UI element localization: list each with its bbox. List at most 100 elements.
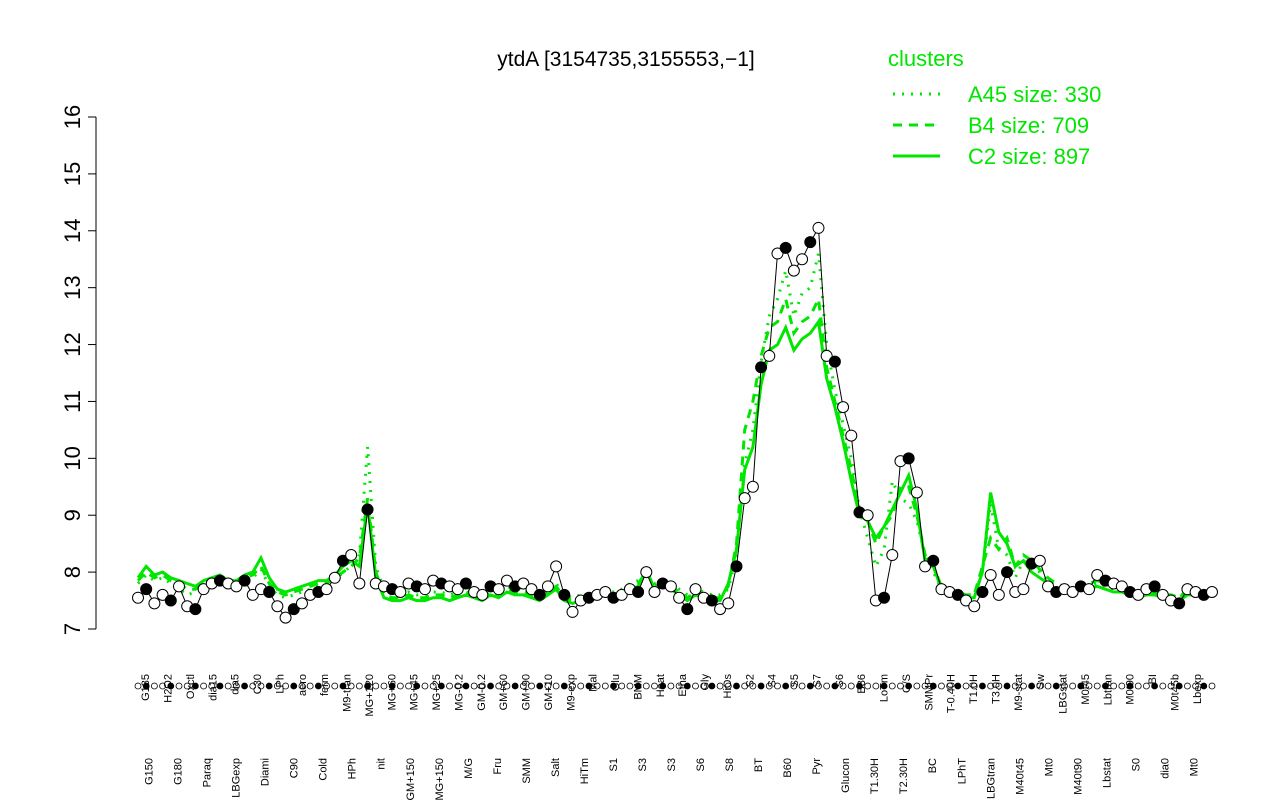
x-tick-label-upper: G135 [140,674,152,701]
rug-marker [724,682,732,690]
x-tick-label-upper: S4 [767,674,779,687]
rug-marker [519,682,527,690]
rug-marker [265,682,273,690]
x-tick-label-upper: T-0.40H [946,674,958,713]
expression-point [345,549,358,562]
expression-point [787,264,800,277]
rug-marker [1093,682,1101,690]
x-tick-label-lower: MG+150 [434,758,446,800]
x-tick-label-upper: T3.0H [990,674,1002,704]
x-tick-label-upper: GM+10 [543,674,555,710]
x-tick-label-upper: HiOs [722,674,734,699]
x-tick-label-upper: MG+120 [364,674,376,717]
expression-point [279,611,292,624]
y-tick-label: 7 [60,623,85,635]
expression-point [263,586,276,599]
expression-point [361,503,374,516]
legend-title: clusters [888,46,964,71]
rug-marker [478,682,486,690]
rug-marker [200,682,207,690]
rug-marker [856,682,863,690]
rug-marker [839,682,847,690]
rug-marker [282,682,289,690]
condition-rug [134,682,1216,690]
x-tick-label-upper: M9-stat [1013,674,1025,711]
x-tick-label-lower: M/G [463,758,475,779]
chart-title: ytdA [3154735,3155553,−1] [497,48,755,71]
x-tick-label-upper: M0t90 [1125,674,1137,705]
x-tick-label-lower: HiTm [579,758,591,784]
expression-point [738,492,751,505]
rug-marker [364,682,371,690]
rug-marker [167,682,175,690]
expression-point [763,349,776,362]
expression-line [137,226,1213,619]
expression-point [1001,566,1014,579]
expression-point [533,588,546,601]
expression-point [746,480,759,493]
rug-marker [954,682,962,690]
expression-point [459,577,472,590]
x-tick-label-lower: Cold [318,758,330,781]
y-tick-label: 15 [60,162,85,186]
y-tick-label: 11 [60,390,85,413]
expression-point [492,583,505,596]
rug-marker [437,682,445,690]
x-tick-label-lower: Pyr [811,758,823,775]
rug-marker [708,682,716,690]
y-tick-label: 14 [60,219,85,243]
rug-marker [1028,682,1036,690]
expression-point [1148,580,1161,593]
x-tick-label-lower: SMM [521,758,533,784]
expression-point [886,549,899,562]
expression-point [705,594,718,607]
expression-point [328,571,341,584]
rug-marker [806,682,814,690]
rug-marker [134,682,142,690]
expression-point [771,247,784,260]
rug-marker [314,682,322,690]
rug-marker [733,682,740,690]
rug-marker [929,682,937,690]
expression-point [673,591,686,604]
x-tick-label-upper: S6 [834,674,846,687]
expression-point [164,594,177,607]
rug-marker [429,682,437,690]
x-tick-label-upper: Mal [588,674,600,692]
rug-marker [569,682,576,690]
rug-marker [610,682,617,690]
rug-marker [880,682,888,690]
x-tick-label-upper: LoTm [879,674,891,702]
rug-marker [1077,682,1085,690]
rug-marker [462,682,470,690]
rug-marker [749,682,757,690]
rug-marker [191,682,199,690]
legend-label: A45 size: 330 [968,82,1101,107]
expression-point [968,600,981,613]
x-tick-label-lower: S1 [608,758,620,771]
expression-point [1042,580,1055,593]
expression-point [722,597,735,610]
rug-marker [1085,682,1093,690]
expression-point [878,591,891,604]
x-tick-label-lower: G150 [144,758,156,785]
x-tick-label-lower: Mt0 [1189,758,1201,776]
expression-point [418,583,431,596]
rug-marker [413,682,421,690]
rug-marker [847,682,855,690]
rug-marker [601,682,609,690]
expression-point [353,577,366,590]
x-tick-label-lower: M40t90 [1072,758,1084,795]
rug-marker [560,682,568,690]
x-tick-label-lower: BC [927,758,939,773]
rug-marker [380,682,388,690]
rug-marker [1020,682,1027,690]
rug-marker [405,682,412,690]
expression-point [246,588,259,601]
x-tick-label-upper: BMM [632,674,644,700]
x-tick-label-lower: LPhT [956,758,968,785]
expression-point [837,401,850,414]
rug-marker [741,682,749,690]
x-tick-label-lower: B60 [782,758,794,778]
x-tick-label-upper: Glu [610,674,622,691]
